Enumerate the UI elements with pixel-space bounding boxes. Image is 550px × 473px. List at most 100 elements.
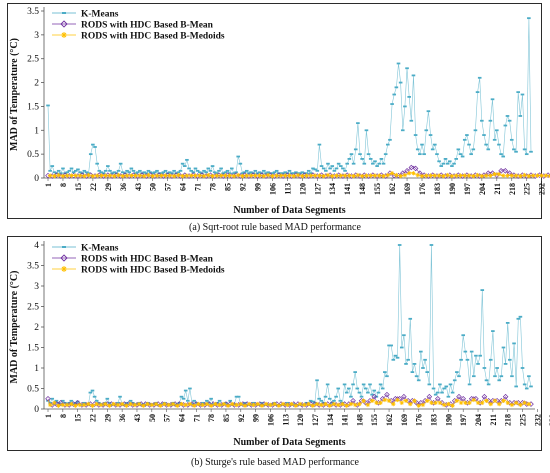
hdc-medoids-point — [201, 173, 207, 179]
kmeans-point — [395, 356, 400, 359]
hdc-medoids-point — [385, 172, 391, 178]
hdc-medoids-point — [255, 401, 260, 407]
x-tick-label: 8 — [59, 414, 68, 418]
kmeans-point — [435, 391, 440, 394]
x-tick-label: 78 — [207, 414, 216, 422]
hdc-mean-point — [122, 172, 128, 178]
kmeans-point — [386, 143, 390, 146]
hdc-medoids-point — [480, 400, 485, 406]
x-tick-label: 141 — [343, 183, 352, 195]
x-tick-label: 113 — [283, 183, 292, 195]
hdc-medoids-point — [253, 173, 258, 178]
x-tick-label: 218 — [504, 414, 513, 426]
kmeans-point — [413, 134, 418, 136]
kmeans-point — [327, 397, 332, 400]
hdc-medoids-point — [492, 171, 497, 177]
x-tick-label: 106 — [266, 414, 275, 426]
kmeans-point — [124, 401, 129, 404]
kmeans-point — [484, 379, 489, 382]
kmeans-point — [274, 169, 279, 172]
kmeans-point — [229, 167, 234, 170]
x-tick-label: 162 — [388, 183, 397, 195]
x-tick-label: 176 — [415, 414, 424, 426]
kmeans-point — [54, 399, 59, 402]
hdc-medoids-point — [381, 173, 386, 179]
hdc-medoids-point — [377, 173, 382, 178]
kmeans-point — [338, 165, 343, 167]
kmeans-point — [507, 119, 512, 122]
x-tick-label: 148 — [355, 414, 364, 426]
kmeans-point — [325, 383, 330, 386]
kmeans-point — [522, 383, 527, 386]
hdc-mean-point — [481, 172, 487, 178]
kmeans-point — [430, 148, 435, 151]
kmeans-point — [309, 172, 313, 175]
kmeans-point — [514, 150, 518, 153]
kmeans-point — [380, 387, 385, 390]
legend-label: RODS with HDC Based B-Mean — [81, 21, 214, 31]
kmeans-point — [330, 401, 334, 404]
kmeans-point — [467, 143, 471, 146]
hdc-medoids-point — [244, 173, 249, 178]
kmeans-point — [242, 171, 247, 174]
hdc-medoids-point — [213, 401, 218, 407]
kmeans-point — [244, 169, 249, 172]
kmeans-point — [189, 169, 193, 172]
kmeans-point — [197, 171, 202, 174]
kmeans-point — [412, 363, 417, 365]
hdc-mean-point — [498, 168, 504, 174]
hdc-medoids-point — [124, 173, 130, 178]
hdc-mean-point — [105, 172, 111, 178]
kmeans-point — [319, 399, 324, 402]
hdc-medoids-point — [505, 173, 510, 178]
x-tick-label: 239 — [548, 414, 550, 426]
kmeans-point — [234, 395, 239, 398]
kmeans-point — [488, 358, 493, 361]
kmeans-point — [180, 162, 185, 165]
x-tick-label: 225 — [523, 183, 532, 195]
x-tick-label: 15 — [74, 414, 83, 422]
kmeans-point — [486, 383, 491, 386]
kmeans-point — [447, 160, 452, 163]
hdc-medoids-point — [107, 173, 113, 178]
hdc-medoids-point — [402, 172, 408, 178]
kmeans-point — [392, 93, 397, 96]
hdc-medoids-point — [419, 173, 425, 179]
hdc-medoids-point — [217, 402, 222, 408]
kmeans-point — [484, 143, 488, 146]
kmeans-point — [323, 395, 328, 398]
hdc-mean-point — [250, 172, 256, 178]
hdc-mean-point — [199, 172, 205, 178]
hdc-medoids-point — [445, 172, 450, 178]
kmeans-point — [366, 153, 371, 156]
kmeans-point — [527, 375, 531, 378]
hdc-medoids-point — [146, 172, 151, 178]
x-tick-label: 155 — [370, 414, 379, 426]
kmeans-point — [319, 165, 324, 167]
kmeans-point — [253, 169, 258, 172]
kmeans-point — [240, 172, 245, 175]
kmeans-point — [450, 165, 454, 167]
hdc-medoids-point — [458, 400, 464, 406]
kmeans-point — [474, 354, 478, 357]
hdc-medoids-point — [170, 401, 176, 407]
kmeans-point — [499, 153, 503, 156]
kmeans-point — [410, 371, 415, 373]
x-tick-label: 1 — [44, 414, 53, 418]
kmeans-point — [283, 171, 288, 174]
x-tick-label: 57 — [164, 183, 173, 191]
hdc-medoids-point — [314, 401, 320, 407]
hdc-medoids-point — [187, 401, 193, 407]
hdc-medoids-point — [171, 173, 177, 179]
hdc-mean-point — [401, 393, 407, 400]
x-tick-label: 64 — [179, 183, 188, 191]
hdc-medoids-point — [94, 173, 100, 178]
kmeans-point — [168, 171, 172, 174]
hdc-mean-point — [361, 172, 368, 178]
kmeans-point — [450, 391, 455, 394]
kmeans-point — [90, 389, 95, 392]
kmeans-point — [351, 162, 356, 165]
kmeans-point — [176, 171, 181, 174]
x-tick-label: 127 — [313, 183, 322, 195]
kmeans-point — [69, 167, 74, 170]
